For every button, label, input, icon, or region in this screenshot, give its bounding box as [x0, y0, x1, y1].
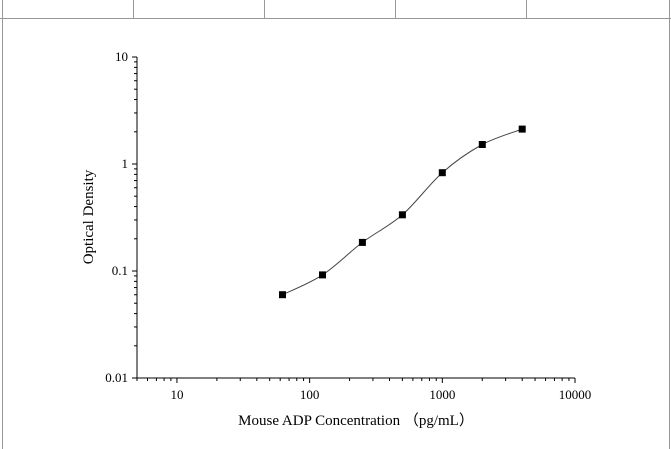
y-tick-label: 1	[122, 156, 129, 171]
x-tick-label: 1000	[429, 387, 455, 402]
data-point	[279, 291, 286, 299]
data-point	[518, 125, 526, 133]
plot-area: 10 100 1000 10000 0.01 0.1 1 10	[105, 49, 591, 402]
axis-ticks: 10 100 1000 10000 0.01 0.1 1 10	[105, 49, 591, 402]
data-point	[478, 141, 486, 148]
x-tick-label: 100	[300, 387, 320, 402]
x-axis-title: Mouse ADP Concentration （pg/mL）	[238, 412, 474, 429]
y-tick-label: 10	[115, 49, 128, 64]
data-point	[319, 271, 326, 279]
x-tick-label: 10000	[559, 387, 592, 402]
y-axis-title: Optical Density	[81, 169, 97, 264]
data-points	[279, 125, 526, 299]
data-point	[398, 211, 406, 219]
data-point	[438, 169, 446, 177]
y-tick-label: 0.01	[105, 370, 128, 385]
y-tick-label: 0.1	[112, 263, 128, 278]
data-point	[358, 238, 366, 246]
x-tick-label: 10	[170, 387, 183, 402]
